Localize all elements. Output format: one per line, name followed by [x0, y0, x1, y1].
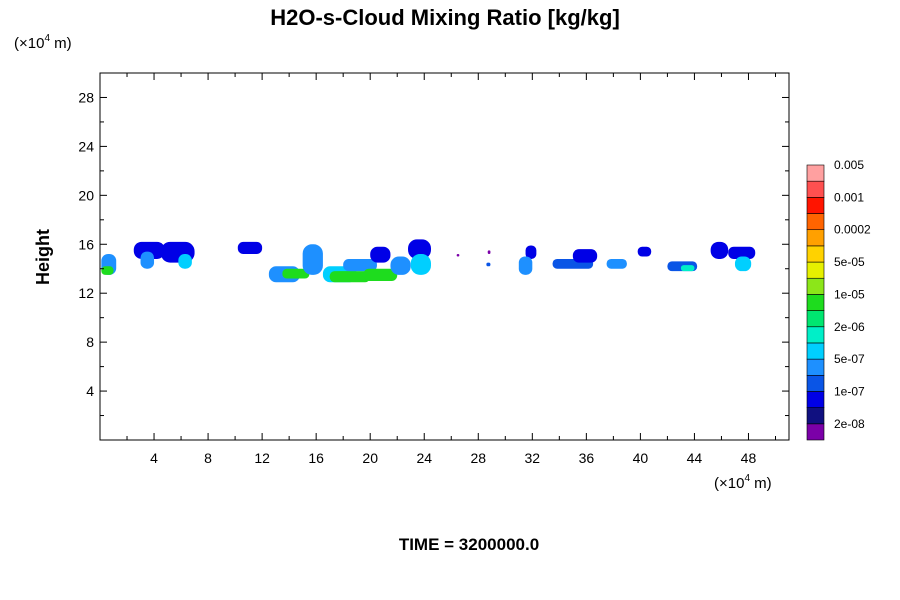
y-tick-label: 28	[78, 89, 94, 105]
colorbar-swatch	[806, 277, 825, 295]
cloud-patch	[178, 254, 192, 269]
y-tick-label: 20	[78, 187, 94, 203]
colorbar-swatch	[806, 180, 825, 198]
colorbar-label: 0.001	[834, 190, 864, 204]
x-unit-label: (×104 m)	[714, 473, 772, 492]
cloud-patch	[606, 258, 627, 269]
y-tick-label: 24	[78, 138, 94, 154]
chart-title: H2O-s-Cloud Mixing Ratio [kg/kg]	[270, 5, 620, 30]
cloud-patch	[363, 268, 398, 281]
x-tick-label: 28	[470, 450, 486, 466]
cloud-patch	[101, 266, 114, 275]
x-tick-label: 4	[150, 450, 158, 466]
cloud-patch	[237, 241, 263, 255]
colorbar: 2e-08 1e-07 5e-07 2e-06 1e-05 5e-05 0.0002 0.00…	[806, 158, 871, 441]
colorbar-label: 5e-07	[834, 352, 865, 366]
cloud-field	[101, 239, 756, 283]
cloud-patch	[456, 254, 460, 257]
colorbar-swatch	[806, 358, 825, 376]
colorbar-swatch	[806, 391, 825, 408]
plot-frame	[99, 72, 790, 441]
y-tick-label: 16	[78, 236, 94, 252]
x-tick-label: 36	[579, 450, 595, 466]
colorbar-swatch	[806, 261, 825, 279]
colorbar-swatch	[806, 407, 825, 425]
cloud-patch	[680, 265, 695, 272]
x-tick-label: 48	[741, 450, 757, 466]
y-tick-label: 4	[86, 383, 94, 399]
colorbar-swatch	[806, 213, 825, 231]
cloud-patch	[637, 246, 652, 257]
colorbar-swatch	[806, 245, 825, 263]
y-axis-title: Height	[33, 229, 53, 285]
colorbar-swatch	[806, 423, 825, 441]
cloud-patch	[370, 246, 391, 263]
cloud-patch	[302, 244, 323, 275]
colorbar-label: 2e-06	[834, 320, 865, 334]
cloud-patch	[343, 258, 377, 272]
colorbar-label: 0.0002	[834, 223, 871, 237]
time-footer: TIME = 3200000.0	[399, 535, 539, 554]
cloud-patch	[408, 239, 431, 259]
cloud-patch	[329, 271, 371, 283]
colorbar-swatch	[806, 326, 825, 344]
cloud-patch	[525, 245, 537, 259]
colorbar-label: 5e-05	[834, 255, 865, 269]
y-unit-label: (×104 m)	[14, 33, 72, 52]
colorbar-label: 2e-08	[834, 417, 865, 431]
x-tick-label: 44	[687, 450, 703, 466]
cloud-patch	[572, 249, 598, 263]
x-tick-label: 8	[204, 450, 212, 466]
colorbar-swatch	[806, 374, 825, 392]
y-tick-label: 8	[86, 334, 94, 350]
cloud-patch	[486, 262, 491, 267]
cloud-patch	[410, 254, 431, 275]
cloud-patch	[282, 268, 310, 279]
cloud-patch	[728, 246, 756, 259]
colorbar-swatch	[806, 342, 825, 360]
cloud-patch	[518, 256, 533, 275]
colorbar-swatch	[806, 197, 825, 214]
y-tick-label: 12	[78, 285, 94, 301]
colorbar-swatch	[806, 310, 825, 328]
x-tick-label: 20	[362, 450, 378, 466]
colorbar-label: 0.005	[834, 158, 864, 172]
cloud-patch	[734, 256, 752, 272]
x-axis: 4 8 12 16 20 24 28 32 36 40 44 48	[126, 73, 776, 466]
x-tick-label: 40	[633, 450, 649, 466]
cloud-patch	[390, 256, 411, 275]
x-tick-label: 16	[308, 450, 324, 466]
colorbar-swatch	[806, 164, 825, 182]
y-axis: 4 8 12 16 20 24 28	[78, 89, 789, 417]
colorbar-swatch	[806, 229, 825, 247]
cloud-patch	[140, 251, 155, 269]
x-tick-label: 32	[525, 450, 541, 466]
colorbar-label: 1e-07	[834, 384, 865, 398]
x-tick-label: 12	[254, 450, 270, 466]
cloud-patch	[487, 250, 491, 255]
x-tick-label: 24	[416, 450, 432, 466]
colorbar-swatch	[806, 294, 825, 311]
colorbar-label: 1e-05	[834, 287, 865, 301]
cloud-patch	[710, 241, 729, 259]
